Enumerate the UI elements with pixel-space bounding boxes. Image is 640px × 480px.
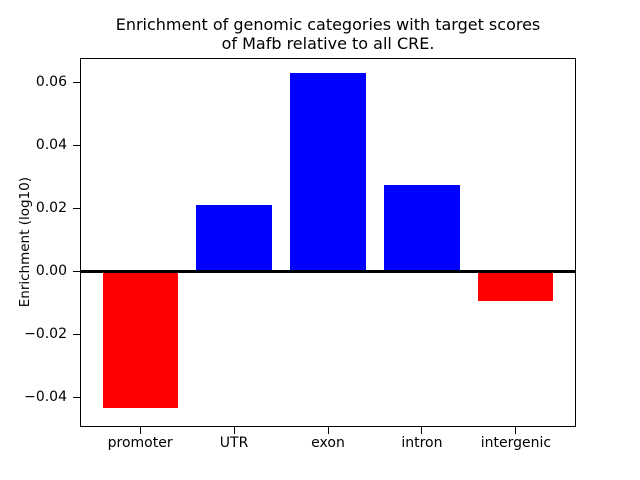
x-tick-label-exon: exon	[311, 435, 345, 451]
x-tick-mark	[421, 427, 423, 434]
chart-title-line2: of Mafb relative to all CRE.	[221, 34, 435, 53]
y-tick-mark	[73, 82, 80, 84]
y-tick-label: 0.06	[35, 74, 67, 91]
bar-promoter	[102, 271, 178, 409]
x-tick-label-UTR: UTR	[219, 435, 249, 451]
bar-exon	[290, 73, 366, 272]
bar-intron	[384, 185, 460, 272]
y-tick-label: −0.02	[24, 326, 67, 343]
x-tick-label-intron: intron	[401, 435, 443, 451]
y-tick-label: −0.04	[24, 389, 67, 406]
x-tick-mark	[139, 427, 141, 434]
chart-title: Enrichment of genomic categories with ta…	[80, 15, 576, 53]
bar-UTR	[196, 204, 272, 272]
y-tick-mark	[73, 145, 80, 147]
bar-intergenic	[478, 271, 554, 301]
x-tick-label-promoter: promoter	[107, 435, 173, 451]
y-tick-mark	[73, 334, 80, 336]
y-tick-mark	[73, 271, 80, 273]
y-tick-label: 0.04	[35, 137, 67, 154]
x-tick-mark	[233, 427, 235, 434]
x-tick-label-intergenic: intergenic	[480, 435, 552, 451]
y-tick-label: 0.02	[35, 200, 67, 217]
y-tick-mark	[73, 208, 80, 210]
x-tick-mark	[515, 427, 517, 434]
y-tick-label: 0.00	[35, 263, 67, 280]
x-tick-mark	[327, 427, 329, 434]
chart-title-line1: Enrichment of genomic categories with ta…	[115, 15, 541, 34]
y-tick-mark	[73, 397, 80, 399]
zero-line	[80, 270, 576, 274]
